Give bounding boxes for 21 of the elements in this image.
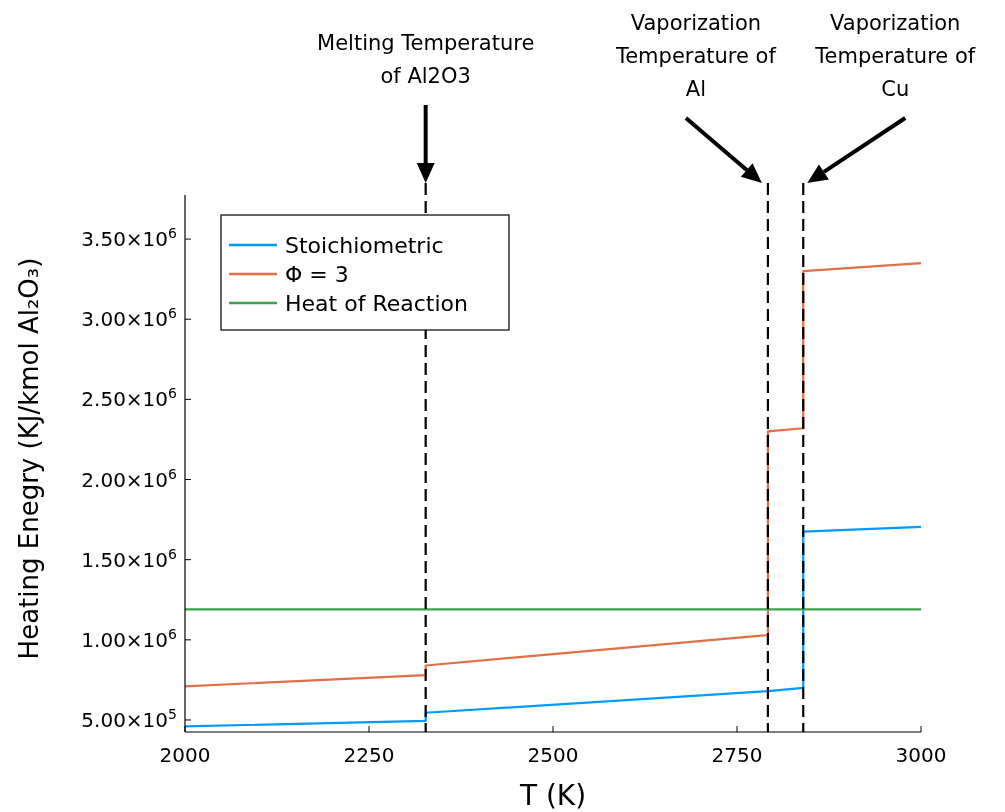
y-tick-label: 5.00×10$^{5}$ — [81, 705, 177, 732]
y-tick-label: 1.00×10$^{6}$ — [81, 625, 178, 652]
y-tick-label: 2.50×10$^{6}$ — [81, 385, 178, 412]
y-tick-label: 1.50×10$^{6}$ — [81, 545, 178, 572]
x-tick-label: 2750 — [711, 743, 763, 767]
x-tick-label: 2000 — [159, 743, 211, 767]
line-series — [183, 525, 923, 728]
y-tick-label: 3.50×10$^{6}$ — [81, 225, 178, 252]
x-tick-label: 2250 — [343, 743, 395, 767]
x-tick-label: 3000 — [895, 743, 947, 767]
text: Vaporization Temperature of Al — [614, 11, 777, 101]
x-axis-title: T (K) — [518, 779, 587, 812]
y-axis-title: Heating Enegry (KJ/kmol Al₂O₃) — [14, 257, 44, 660]
y-tick-label: 2.00×10$^{6}$ — [81, 465, 178, 492]
legend-label: Heat of Reaction — [285, 291, 468, 316]
x-tick-label: 2500 — [527, 743, 579, 767]
legend-label: Stoichiometric — [285, 233, 444, 258]
legend-label: Φ = 3 — [285, 262, 349, 287]
text: Melting Temperature of Al2O3 — [317, 31, 535, 88]
y-tick-label: 3.00×10$^{6}$ — [81, 305, 178, 332]
text: Vaporization Temperature of Cu — [814, 11, 976, 101]
